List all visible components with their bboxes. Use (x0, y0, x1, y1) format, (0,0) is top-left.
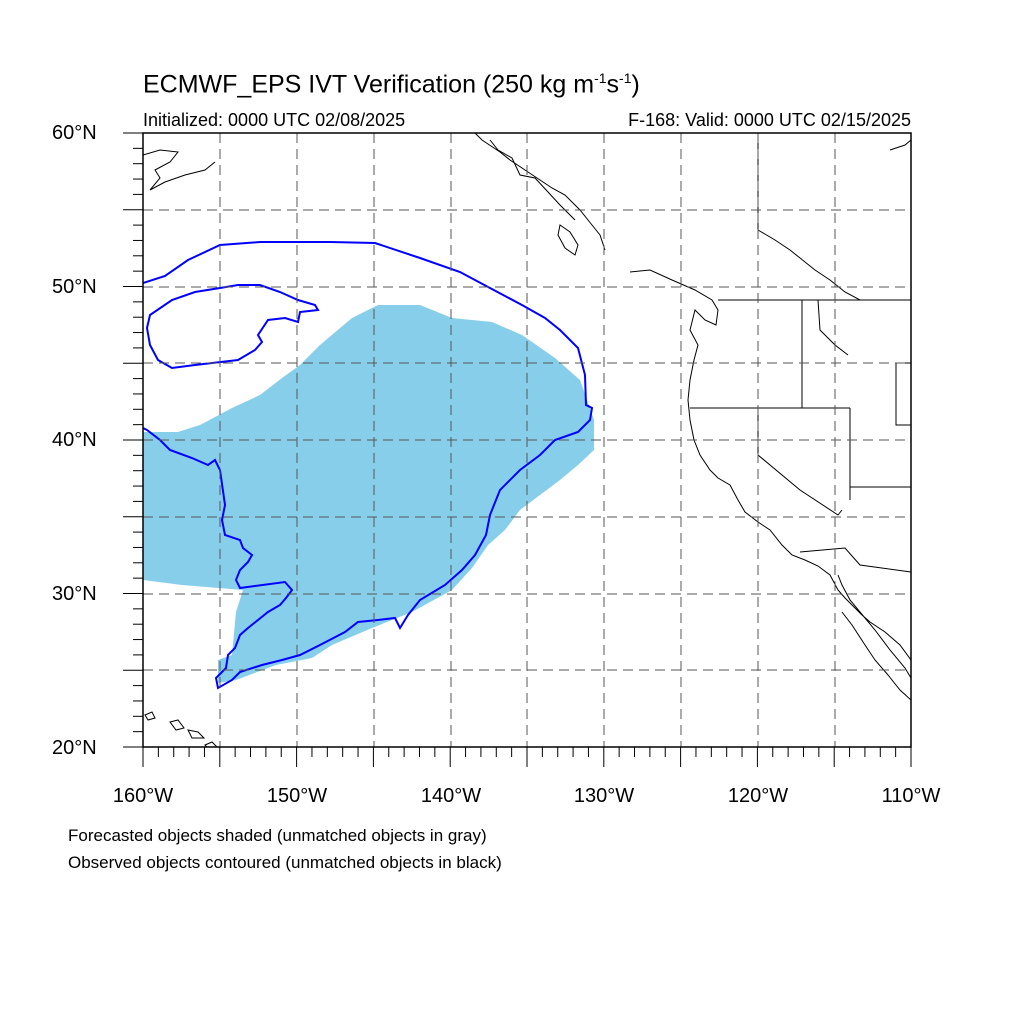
initialized-time: Initialized: 0000 UTC 02/08/2025 (143, 110, 406, 130)
lon-label-110w: 110°W (881, 785, 941, 807)
hawaii-islands (144, 711, 218, 747)
lat-label-20: 20°N (52, 737, 97, 759)
note-forecast: Forecasted objects shaded (unmatched obj… (68, 826, 487, 845)
state-borders (690, 299, 911, 573)
observed-contour (143, 241, 594, 690)
lon-label-130w: 130°W (573, 785, 635, 807)
coastline-canada (757, 133, 911, 301)
lon-label-160w: 160°W (112, 785, 174, 807)
valid-time: F-168: Valid: 0000 UTC 02/15/2025 (628, 110, 911, 130)
lon-label-120w: 120°W (727, 785, 789, 807)
observed-contour-inner (145, 284, 320, 370)
lat-label-30: 30°N (52, 583, 97, 605)
coastline-alaska (143, 133, 606, 256)
lat-label-40: 40°N (52, 429, 97, 451)
lat-label-60: 60°N (52, 122, 97, 144)
lon-label-150w: 150°W (266, 785, 328, 807)
chart-title: ECMWF_EPS IVT Verification (250 kg m-1s-… (143, 70, 640, 99)
coastline-west (629, 269, 911, 701)
lon-label-140w: 140°W (420, 785, 482, 807)
forecast-object (143, 305, 594, 683)
note-observed: Observed objects contoured (unmatched ob… (68, 853, 502, 872)
gridlines (143, 133, 911, 747)
lat-label-50: 50°N (52, 276, 97, 298)
tick-marks (123, 132, 912, 767)
